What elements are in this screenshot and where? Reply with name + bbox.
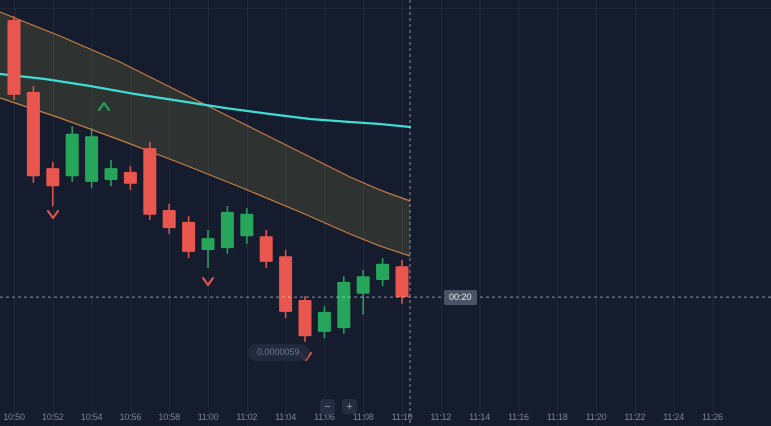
- candle-body: [259, 236, 273, 262]
- price-change-tooltip: 0.0000059: [248, 344, 309, 361]
- candle-body: [395, 266, 409, 298]
- minus-icon: −: [324, 400, 331, 413]
- trade-down-marker-icon: [202, 277, 214, 286]
- zoom-in-button[interactable]: +: [342, 399, 357, 414]
- plus-icon: +: [346, 400, 353, 413]
- countdown-badge: 00:20: [444, 290, 477, 306]
- candle-body: [376, 263, 390, 280]
- candle-body: [337, 281, 351, 329]
- candle-body: [85, 136, 99, 182]
- candle-body: [182, 221, 196, 252]
- zoom-controls: − +: [320, 399, 357, 414]
- candle-body: [298, 300, 312, 337]
- candle-body: [46, 168, 60, 187]
- candle-body: [123, 171, 137, 184]
- candle-body: [162, 210, 176, 229]
- candle-body: [65, 133, 79, 177]
- trade-up-marker-icon: [98, 102, 110, 111]
- candle-body: [356, 276, 370, 294]
- trade-down-marker-icon: [47, 210, 59, 219]
- candle-body: [220, 211, 234, 249]
- bollinger-lower-line: [0, 97, 411, 257]
- zoom-out-button[interactable]: −: [320, 399, 335, 414]
- candle-body: [317, 311, 331, 332]
- bollinger-upper-line: [0, 11, 411, 202]
- candle-body: [279, 256, 293, 312]
- candle-body: [143, 148, 157, 215]
- candle-body: [104, 168, 118, 180]
- candle-body: [201, 238, 215, 250]
- moving-average-line: [0, 72, 412, 129]
- candle-body: [26, 91, 40, 177]
- candle-body: [7, 20, 21, 95]
- bollinger-band-fill: [0, 12, 410, 256]
- candle-body: [240, 213, 254, 237]
